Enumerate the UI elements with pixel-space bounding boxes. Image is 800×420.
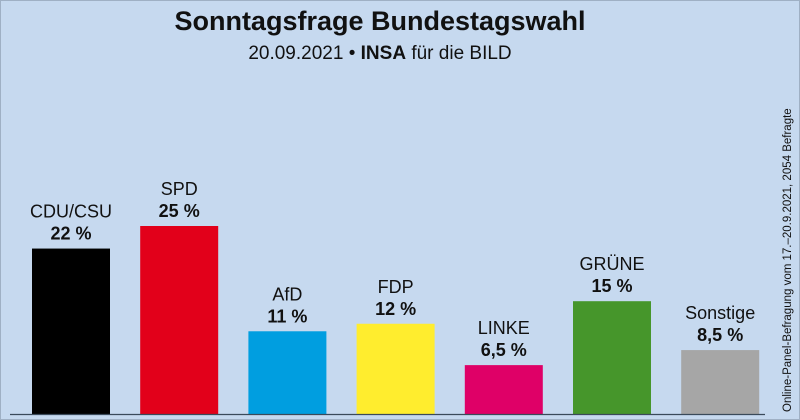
value-label-afd: 11 % — [267, 306, 307, 326]
bar-linke — [464, 365, 543, 414]
bar-spd — [140, 226, 219, 414]
value-label-linke: 6,5 % — [481, 340, 527, 360]
category-label-sonstige: Sonstige — [685, 303, 755, 323]
chart-title: Sonntagsfrage Bundestagswahl — [174, 6, 586, 36]
category-label-spd: SPD — [161, 179, 198, 199]
poll-date: 20.09.2021 — [248, 43, 344, 64]
bar-sonstige — [681, 350, 760, 414]
value-label-cdu-csu: 22 % — [50, 224, 91, 244]
bar-fdp — [356, 323, 435, 414]
category-label-afd: AfD — [272, 284, 302, 304]
bar-cdu-csu — [32, 248, 110, 414]
value-label-sonstige: 8,5 % — [697, 325, 743, 345]
bar-afd — [248, 331, 327, 414]
category-label-fdp: FDP — [378, 277, 414, 297]
subtitle-separator: • — [348, 43, 356, 64]
value-label-fdp: 12 % — [375, 299, 416, 319]
poll-institute: INSA — [360, 43, 407, 64]
value-label-grüne: 15 % — [591, 276, 632, 296]
category-label-grüne: GRÜNE — [579, 254, 644, 274]
category-label-linke: LINKE — [478, 318, 530, 338]
category-label-cdu-csu: CDU/CSU — [30, 202, 112, 222]
chart-subtitle: 20.09.2021 • INSA für die BILD — [0, 43, 760, 65]
value-label-spd: 25 % — [159, 201, 200, 221]
poll-client: für die BILD — [411, 43, 512, 64]
bar-grüne — [573, 301, 651, 414]
